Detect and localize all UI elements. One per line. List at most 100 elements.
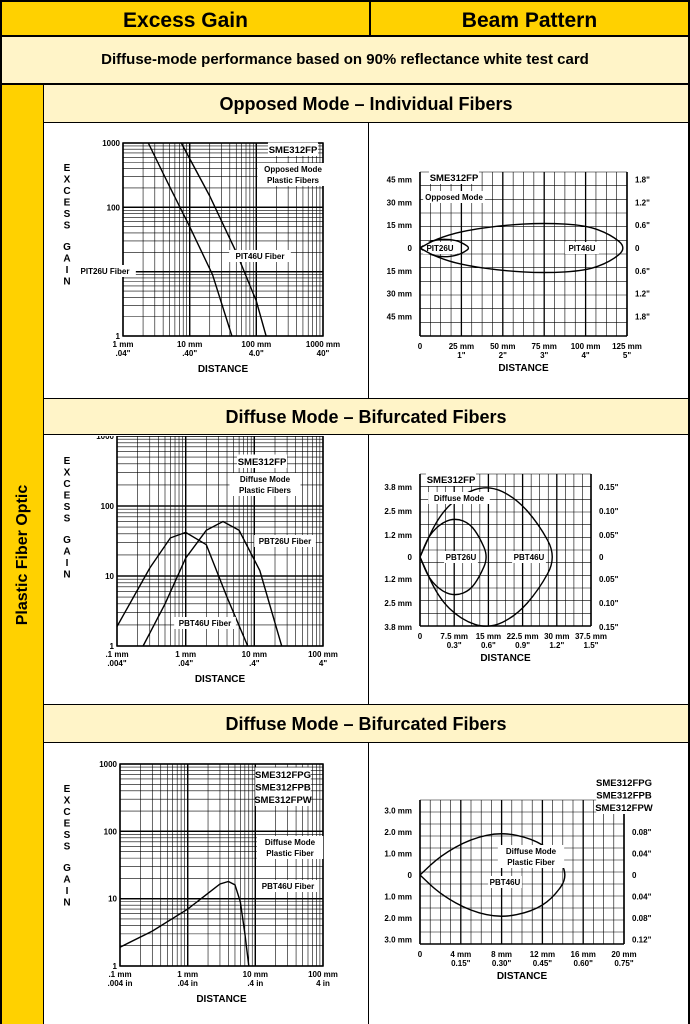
series-label-2-bg: [229, 250, 291, 262]
chart-title-line-1: SME312FPG: [255, 770, 311, 781]
chart-title-line-1: SME312FP: [269, 145, 318, 156]
x-tick-label: 10 mm: [243, 970, 268, 979]
y-tick-label: 100: [107, 203, 121, 212]
x-tick-label: 10 mm: [242, 650, 267, 659]
x-tick-label-inch: 5": [623, 351, 631, 360]
beam-series-label-2-line-1: PBT46U: [514, 553, 545, 562]
y-tick-label: 1000: [99, 760, 117, 769]
x-tick-label-inch: 4.0": [249, 349, 264, 358]
beam-title-bg: [425, 472, 477, 486]
series-line-pit26u-fiber: [147, 142, 233, 337]
x-tick-label-inch: 2": [499, 351, 507, 360]
plot-frame: [122, 142, 324, 337]
x-tick-label: 22.5 mm: [507, 632, 539, 641]
beam-grid: [419, 799, 625, 945]
x-axis-label: DISTANCE: [480, 653, 531, 664]
x-tick-label: .1 mm: [105, 650, 128, 659]
y-tick-label-left: 30 mm: [387, 290, 412, 299]
section-3-panels: [44, 743, 690, 1024]
chart-annotation-line-1: Diffuse Mode: [240, 475, 291, 484]
y-tick-label-left: 45 mm: [387, 312, 412, 321]
beam-title-bg: [428, 170, 480, 184]
beam-annotation-line-2: Plastic Fiber: [507, 858, 555, 867]
y-axis-label-letter: C: [63, 479, 70, 490]
x-tick-label: 16 mm: [571, 950, 596, 959]
beam-series-label-2-bg: [565, 242, 599, 254]
x-tick-label-inch: .004 in: [108, 979, 133, 988]
x-tick-label-inch: 40": [317, 349, 330, 358]
beam-curve-pit46u: [419, 222, 624, 274]
y-tick-label-left: 2.0 mm: [384, 828, 412, 837]
series-line-pbt46u-fiber: [142, 520, 283, 647]
chart-title-bg: [255, 767, 311, 806]
beam-title-line-1: SME312FP: [430, 173, 479, 184]
y-tick-label-right: 0.12": [632, 935, 652, 944]
y-tick-label-right: 0.10": [599, 599, 619, 608]
y-tick-label-left: 1.2 mm: [384, 575, 412, 584]
y-axis-label-letter: X: [64, 796, 71, 807]
x-tick-label-inch: .04": [178, 659, 193, 668]
beam-title-line-1: SME312FP: [427, 475, 476, 486]
y-axis-label-letter: C: [63, 807, 70, 818]
x-tick-label-inch: .40": [182, 349, 197, 358]
x-tick-label: 15 mm: [476, 632, 501, 641]
y-axis-label-letter: S: [64, 221, 71, 232]
y-axis-label-letter: X: [64, 175, 71, 186]
x-tick-label: 8 mm: [491, 950, 512, 959]
chart-annotation-bg: [257, 163, 329, 186]
beam-annotation-line-1: Diffuse Mode: [506, 847, 557, 856]
y-tick-label-left: 45 mm: [387, 176, 412, 185]
y-axis-label-letter: S: [64, 842, 71, 853]
x-tick-label: 100 mm: [571, 342, 601, 351]
beam-title-line-1: SME312FPG: [596, 778, 652, 789]
plot-frame: [119, 763, 324, 967]
x-tick-label-inch: 0.6": [481, 641, 496, 650]
x-axis-label: DISTANCE: [198, 364, 249, 375]
y-tick-label-left: 3.0 mm: [384, 935, 412, 944]
x-tick-label-inch: 0.15": [451, 959, 471, 968]
y-axis-label-letter: C: [63, 186, 70, 197]
x-tick-label: 12 mm: [530, 950, 555, 959]
chart-annotation-line-2: Plastic Fibers: [239, 486, 292, 495]
beam-curve-pbt26u: [419, 518, 487, 596]
side-label: Plastic Fiber Optic: [13, 484, 31, 625]
excess-gain-chart-diffuse-1: 1 10 100 1000 .1 mm.004" 1 mm.04" 10 mm.4" 100 …: [63, 436, 338, 685]
beam-series-label-1-bg: [444, 551, 478, 563]
y-axis-label-letter: S: [64, 514, 71, 525]
x-tick-label-inch: .004": [107, 659, 127, 668]
y-tick-label-left: 1.2 mm: [384, 531, 412, 540]
section-2-panels: [44, 435, 690, 705]
beam-pattern-chart-opposed: 45 mm 30 mm 15 mm 0 15 mm 30 mm 45 mm 1.8" 1.2" 0…: [387, 170, 650, 374]
y-axis-label-letter: N: [63, 898, 70, 909]
x-tick-label-inch: .04 in: [177, 979, 198, 988]
y-tick-label-left: 2.0 mm: [384, 914, 412, 923]
y-tick-label-left: 0: [408, 244, 413, 253]
y-axis-label-letter: S: [64, 830, 71, 841]
y-axis-label-letter: A: [63, 547, 70, 558]
x-tick-label-inch: 1": [457, 351, 465, 360]
y-tick-label-right: 0.04": [632, 850, 652, 859]
y-tick-label: 1: [110, 642, 115, 651]
x-tick-label: 1000 mm: [306, 340, 340, 349]
y-axis-label-letter: N: [63, 277, 70, 288]
x-tick-label: 7.5 mm: [440, 632, 468, 641]
x-tick-label: 1 mm: [175, 650, 196, 659]
y-axis-label-letter: I: [66, 558, 69, 569]
x-tick-label-inch: 0.60": [574, 959, 594, 968]
y-axis-label-letter: A: [63, 254, 70, 265]
y-tick-label-left: 1.0 mm: [384, 850, 412, 859]
x-tick-label: .1 mm: [108, 970, 131, 979]
x-tick-label-inch: 4": [319, 659, 327, 668]
y-tick-label: 100: [101, 502, 115, 511]
y-axis-label-letter: I: [66, 886, 69, 897]
x-tick-label-inch: .04": [116, 349, 131, 358]
x-tick-label: 10 mm: [177, 340, 202, 349]
x-tick-label-inch: 4 in: [316, 979, 330, 988]
series-label-1-line-1: PBT46U Fiber: [262, 882, 314, 891]
x-tick-label-inch: 0.45": [533, 959, 553, 968]
section-1-panels: [44, 123, 690, 399]
series-label-1-bg: [74, 265, 136, 277]
header-beam-pattern: Beam Pattern: [370, 0, 690, 37]
x-tick-label: 100 mm: [308, 970, 338, 979]
beam-series-label-1-bg: [488, 876, 522, 888]
